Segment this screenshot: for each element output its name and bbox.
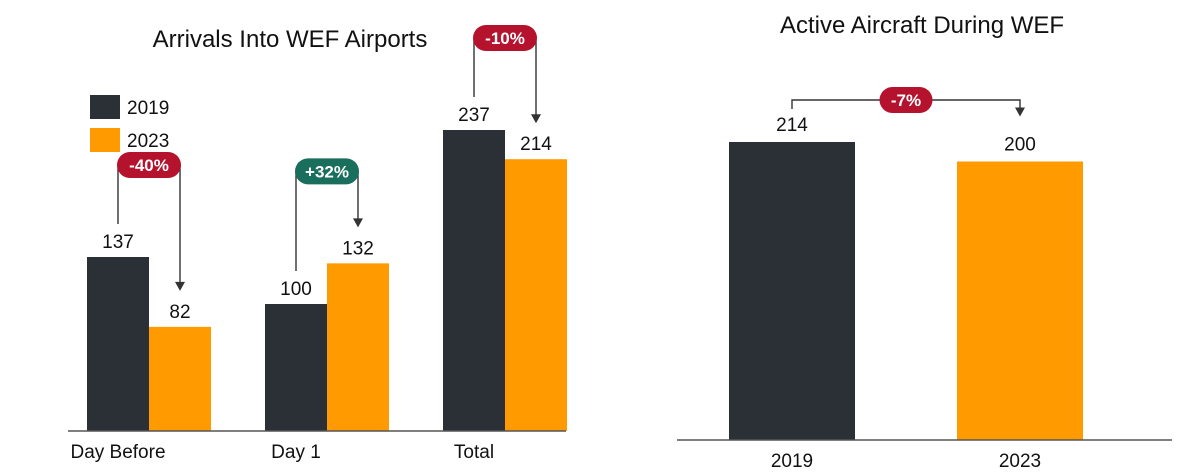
- change-badge-pill: [117, 152, 181, 179]
- change-bracket-arrowhead: [531, 114, 541, 124]
- arrivals-bars: 137 82 100 132 237 214: [87, 105, 567, 431]
- value-label: 214: [520, 134, 552, 155]
- change-badge: -7%: [879, 87, 933, 113]
- active-aircraft-chart: Active Aircraft During WEF 214 200 -7% 20…: [677, 12, 1172, 472]
- value-label: 200: [1004, 134, 1036, 155]
- legend-swatch-2023: [90, 128, 120, 152]
- x-tick-label: Day 1: [271, 442, 321, 463]
- legend-swatch-2019: [90, 95, 120, 119]
- change-badge-text: -40%: [129, 156, 169, 175]
- change-bracket-arrowhead: [353, 218, 363, 228]
- legend-label-2023: 2023: [127, 131, 169, 152]
- active-aircraft-chart-title: Active Aircraft During WEF: [780, 12, 1064, 39]
- value-label: 132: [342, 238, 374, 259]
- bar-2023-total: [505, 159, 567, 431]
- bar-2019-day-before: [87, 257, 149, 431]
- bar-2023-day-1: [327, 263, 389, 431]
- change-badge-pill: [473, 25, 537, 51]
- change-badge-pill: [295, 158, 359, 185]
- change-badge-text: -7%: [891, 91, 921, 110]
- x-tick-label: Day Before: [70, 442, 165, 463]
- arrivals-chart: Arrivals Into WEF Airports 2019 2023 137…: [68, 25, 567, 463]
- change-badge-text: -10%: [485, 29, 525, 48]
- value-label: 214: [776, 115, 808, 136]
- change-badge: +32%: [295, 158, 359, 185]
- arrivals-legend: 2019 2023: [90, 95, 169, 152]
- bar-2019-total: [443, 130, 505, 431]
- change-bracket-arrowhead: [175, 281, 185, 291]
- arrivals-x-ticks: Day Before Day 1 Total: [70, 442, 494, 463]
- x-tick-label: Total: [454, 442, 494, 463]
- change-badge-pill: [879, 87, 933, 113]
- legend-label-2019: 2019: [127, 98, 169, 119]
- arrivals-change-annotations: -40% +32% -10%: [117, 25, 541, 291]
- value-label: 100: [280, 279, 312, 300]
- bar-2019-day-1: [265, 303, 327, 431]
- bar-2023-day-before: [149, 326, 211, 431]
- change-bracket-arrowhead: [1015, 107, 1025, 117]
- change-badge-text: +32%: [305, 162, 349, 181]
- change-badge: -10%: [473, 25, 537, 51]
- active-aircraft-change-annotations: -7%: [791, 87, 1025, 117]
- active-aircraft-bars: 214 200: [729, 115, 1083, 440]
- active-aircraft-x-ticks: 2019 2023: [771, 451, 1041, 472]
- arrivals-chart-title: Arrivals Into WEF Airports: [153, 26, 428, 53]
- bar-2023: [957, 161, 1083, 440]
- x-tick-label: 2023: [999, 451, 1041, 472]
- value-label: 137: [102, 232, 134, 253]
- x-tick-label: 2019: [771, 451, 813, 472]
- change-badge: -40%: [117, 152, 181, 179]
- value-label: 237: [458, 105, 490, 126]
- value-label: 82: [169, 302, 190, 323]
- bar-2019: [729, 142, 855, 440]
